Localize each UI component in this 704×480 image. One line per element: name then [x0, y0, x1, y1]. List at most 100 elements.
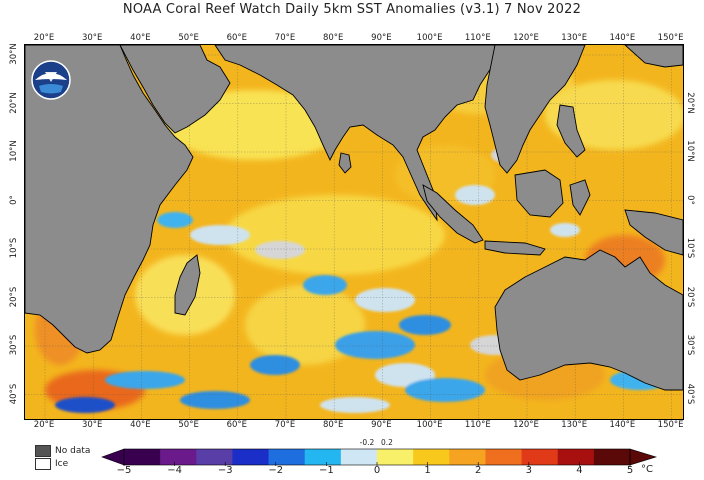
longitude-label-top: 80°E: [322, 33, 344, 43]
colorbar-segment: [377, 449, 414, 465]
colorbar-segment: [449, 449, 486, 465]
longitude-label-top: 130°E: [561, 33, 588, 43]
colorbar-segment: [304, 449, 342, 465]
longitude-label-bottom: 40°E: [130, 420, 151, 430]
longitude-label-top: 70°E: [274, 33, 296, 43]
sumatra-landmass: [422, 184, 484, 244]
sst-anomaly-map[interactable]: [24, 44, 684, 420]
colorbar-segment: [557, 449, 595, 465]
latitude-label-left: 20°S: [9, 286, 19, 307]
longitude-label-bottom: 30°E: [81, 420, 103, 430]
longitude-label-bottom: 120°E: [513, 420, 539, 430]
latitude-label-left: 10°N: [9, 140, 19, 162]
no-data-swatch: [35, 445, 51, 457]
longitude-label-bottom: 100°E: [416, 420, 443, 430]
colorbar-tick-label: −3: [217, 465, 233, 476]
latitude-label-right: 20°S: [685, 286, 695, 307]
colorbar-segment: [521, 449, 559, 465]
colorbar-tick-label: −2: [268, 465, 284, 476]
colorbar: [101, 448, 658, 466]
colorbar-tick-label: −1: [319, 465, 334, 476]
colorbar-tick-label: 3: [525, 465, 532, 476]
longitude-label-top: 100°E: [416, 33, 443, 43]
latitude-label-right: 20°N: [685, 91, 695, 114]
longitude-label-top: 30°E: [81, 33, 103, 43]
longitude-label-bottom: 150°E: [657, 420, 684, 430]
colorbar-max-arrow: [629, 448, 658, 466]
colorbar-tick-label: 2: [475, 465, 482, 476]
longitude-label-bottom: 130°E: [561, 420, 588, 430]
latitude-label-left: 30°N: [9, 43, 19, 65]
latitude-label-right: 0°: [685, 194, 695, 205]
colorbar-segment: [232, 449, 270, 465]
colorbar-tick-label: 5: [626, 465, 634, 476]
colorbar-segment: [160, 449, 197, 465]
east-asia-landmass: [624, 45, 683, 68]
latitude-label-right: 40°S: [685, 383, 695, 404]
colorbar-min-arrow: [101, 448, 125, 466]
colorbar-tick-label: 1: [424, 465, 431, 476]
map-title: NOAA Coral Reef Watch Daily 5km SST Anom…: [122, 2, 582, 17]
colorbar-minor-label: 0.2: [381, 438, 393, 447]
longitude-label-bottom: 50°E: [178, 420, 199, 430]
colorbar-tick-label: 4: [576, 465, 583, 476]
sri-lanka-landmass: [338, 152, 352, 174]
colorbar-unit: °C: [641, 464, 653, 475]
longitude-label-top: 50°E: [178, 33, 199, 43]
colorbar-segment: [124, 449, 161, 465]
philippines-landmass: [556, 104, 586, 158]
ice-swatch: [35, 458, 51, 470]
latitude-label-right: 10°N: [685, 140, 695, 162]
java-landmass: [484, 240, 546, 256]
map-canvas: [25, 45, 683, 419]
longitude-label-bottom: 110°E: [464, 420, 491, 430]
latitude-label-left: 10°S: [9, 237, 19, 259]
longitude-label-top: 110°E: [464, 33, 491, 43]
longitude-label-top: 140°E: [609, 33, 636, 43]
longitude-label-bottom: 20°E: [33, 420, 55, 430]
noaa-logo: [31, 60, 71, 100]
colorbar-tick-label: −5: [116, 465, 132, 476]
colorbar-segment: [485, 449, 523, 465]
colorbar-segment: [340, 449, 378, 465]
longitude-label-bottom: 80°E: [322, 420, 344, 430]
anomaly-cool-patches: [55, 147, 670, 413]
latitude-label-left: 40°S: [9, 383, 19, 404]
borneo-landmass: [514, 169, 564, 218]
latitude-label-right: 10°S: [685, 237, 695, 259]
new-guinea-landmass: [624, 209, 683, 256]
madagascar-landmass: [174, 254, 201, 316]
longitude-label-top: 120°E: [513, 33, 539, 43]
longitude-label-bottom: 70°E: [274, 420, 296, 430]
sulawesi-landmass: [569, 179, 591, 216]
colorbar-minor-label: -0.2: [359, 438, 375, 447]
australia-landmass: [494, 249, 683, 391]
colorbar-segment: [268, 449, 306, 465]
longitude-label-top: 60°E: [226, 33, 248, 43]
land-masses: [25, 45, 683, 391]
indochina-landmass: [484, 45, 586, 174]
india-landmass: [214, 45, 496, 222]
legend-ice: Ice: [35, 458, 68, 470]
longitude-label-top: 150°E: [657, 33, 684, 43]
ice-label: Ice: [55, 459, 69, 469]
colorbar-segment: [413, 449, 450, 465]
longitude-label-top: 40°E: [130, 33, 151, 43]
legend-no-data: No data: [35, 445, 90, 457]
colorbar-segment: [593, 449, 631, 465]
latitude-label-right: 30°S: [685, 334, 695, 356]
longitude-label-bottom: 90°E: [371, 420, 392, 430]
colorbar-tick-label: −4: [167, 465, 182, 476]
no-data-label: No data: [55, 446, 91, 456]
colorbar-tick-label: 0: [373, 465, 381, 476]
latitude-label-left: 0°: [9, 194, 19, 205]
africa-landmass: [25, 45, 194, 354]
arabia-landmass: [119, 45, 231, 134]
longitude-label-bottom: 60°E: [226, 420, 248, 430]
longitude-label-top: 90°E: [371, 33, 392, 43]
latitude-label-left: 30°S: [9, 334, 19, 356]
colorbar-segment: [196, 449, 233, 465]
latitude-label-left: 20°N: [9, 91, 19, 114]
longitude-label-top: 20°E: [33, 33, 55, 43]
longitude-label-bottom: 140°E: [609, 420, 636, 430]
